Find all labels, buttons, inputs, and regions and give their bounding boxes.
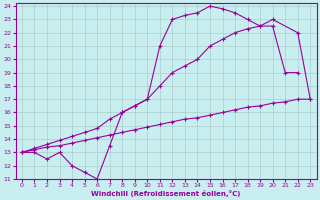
X-axis label: Windchill (Refroidissement éolien,°C): Windchill (Refroidissement éolien,°C) [92,190,241,197]
